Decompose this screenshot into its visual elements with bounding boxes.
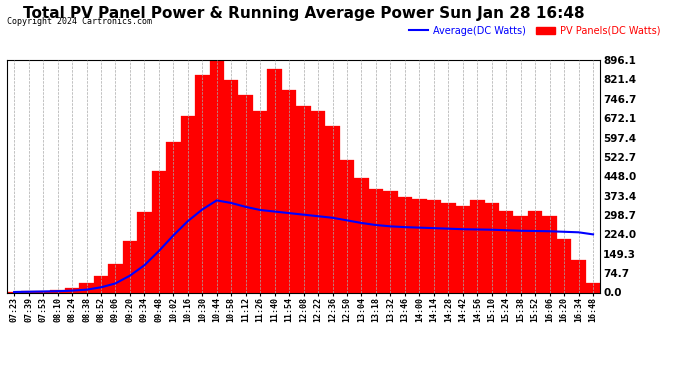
Text: Total PV Panel Power & Running Average Power Sun Jan 28 16:48: Total PV Panel Power & Running Average P… xyxy=(23,6,584,21)
Bar xyxy=(166,142,181,292)
Bar xyxy=(586,284,600,292)
Bar xyxy=(528,211,542,292)
Bar xyxy=(239,95,253,292)
Bar xyxy=(325,126,339,292)
Bar xyxy=(21,291,36,292)
Bar xyxy=(253,111,268,292)
Bar xyxy=(50,290,65,292)
Bar xyxy=(484,203,499,292)
Bar xyxy=(383,191,397,292)
Legend: Average(DC Watts), PV Panels(DC Watts): Average(DC Watts), PV Panels(DC Watts) xyxy=(405,22,664,39)
Bar xyxy=(441,203,455,292)
Bar xyxy=(310,111,325,292)
Bar xyxy=(65,288,79,292)
Bar xyxy=(426,200,441,292)
Bar xyxy=(499,211,513,292)
Bar xyxy=(368,189,383,292)
Bar xyxy=(123,241,137,292)
Bar xyxy=(571,260,586,292)
Bar xyxy=(94,276,108,292)
Bar xyxy=(282,90,297,292)
Bar xyxy=(470,200,484,292)
Bar xyxy=(152,171,166,292)
Bar xyxy=(79,284,94,292)
Bar xyxy=(195,75,210,292)
Bar xyxy=(397,196,412,292)
Bar xyxy=(513,216,528,292)
Text: Copyright 2024 Cartronics.com: Copyright 2024 Cartronics.com xyxy=(7,17,152,26)
Bar xyxy=(36,291,50,292)
Bar xyxy=(108,264,123,292)
Bar xyxy=(224,80,239,292)
Bar xyxy=(297,106,310,292)
Bar xyxy=(137,212,152,292)
Bar xyxy=(268,69,282,292)
Bar xyxy=(210,60,224,292)
Bar xyxy=(181,116,195,292)
Bar xyxy=(339,160,354,292)
Bar xyxy=(557,239,571,292)
Bar xyxy=(542,216,557,292)
Bar xyxy=(412,199,426,292)
Bar xyxy=(455,206,470,292)
Bar xyxy=(354,178,368,292)
